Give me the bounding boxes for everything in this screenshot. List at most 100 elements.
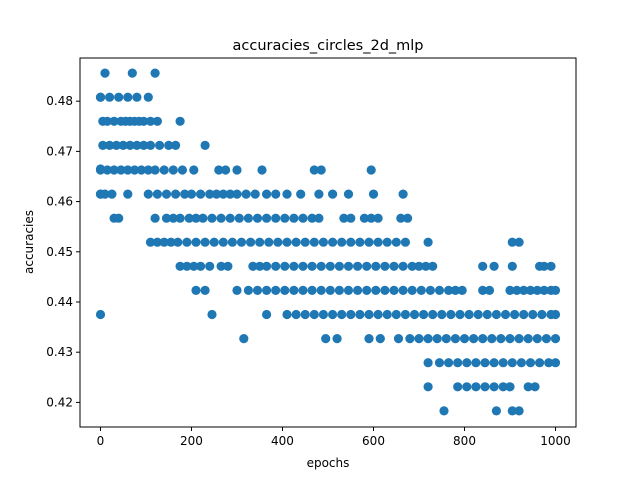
scatter-point — [328, 189, 338, 199]
scatter-point — [371, 261, 381, 271]
scatter-point — [328, 237, 338, 247]
scatter-point — [207, 213, 217, 223]
scatter-point — [339, 213, 349, 223]
x-axis-label: epochs — [307, 456, 350, 470]
scatter-point — [291, 309, 301, 320]
scatter-point — [496, 334, 506, 344]
scatter-point — [537, 309, 547, 320]
scatter-point — [316, 165, 326, 175]
scatter-point — [487, 334, 497, 344]
scatter-point — [373, 237, 383, 247]
scatter-point — [123, 165, 133, 175]
scatter-point — [343, 189, 354, 199]
scatter-point — [457, 285, 467, 295]
scatter-point — [271, 261, 281, 271]
scatter-point — [200, 237, 210, 247]
scatter-point — [150, 213, 160, 223]
scatter-point — [221, 165, 231, 175]
scatter-point — [366, 213, 376, 223]
scatter-point — [371, 285, 381, 295]
scatter-point — [145, 237, 156, 247]
scatter-point — [400, 309, 410, 320]
scatter-point — [396, 213, 406, 223]
x-tick-label: 200 — [180, 434, 203, 448]
scatter-point — [289, 285, 299, 295]
y-tick-label: 0.47 — [46, 144, 73, 158]
scatter-point — [368, 189, 379, 199]
scatter-point — [239, 334, 249, 344]
scatter-point — [389, 285, 399, 295]
scatter-point — [346, 237, 356, 247]
scatter-point — [514, 406, 524, 416]
scatter-point — [309, 309, 319, 320]
scatter-point — [346, 213, 356, 223]
scatter-point — [298, 213, 308, 223]
scatter-point — [414, 334, 424, 344]
scatter-point — [469, 334, 479, 344]
scatter-point — [243, 213, 253, 223]
scatter-point — [423, 358, 433, 368]
scatter-point — [421, 261, 431, 271]
scatter-point — [491, 406, 501, 416]
scatter-point — [343, 261, 354, 271]
scatter-point — [191, 285, 201, 295]
x-tick-label: 1000 — [540, 434, 571, 448]
scatter-point — [280, 285, 290, 295]
scatter-point — [316, 285, 326, 295]
scatter-point — [175, 213, 185, 223]
scatter-point — [105, 140, 115, 150]
scatter-point — [205, 261, 215, 271]
scatter-point — [296, 189, 306, 199]
scatter-point — [300, 309, 310, 320]
scatter-point — [432, 334, 442, 344]
scatter-point — [391, 309, 401, 320]
scatter-point — [462, 382, 472, 392]
scatter-point — [111, 140, 121, 150]
scatter-point — [298, 285, 308, 295]
scatter-point — [109, 116, 119, 126]
scatter-point — [332, 334, 342, 344]
scatter-point — [177, 165, 187, 175]
scatter-point — [125, 140, 135, 150]
y-tick-label: 0.44 — [46, 295, 73, 309]
scatter-point — [507, 237, 517, 247]
scatter-point — [95, 165, 106, 175]
scatter-point — [325, 285, 335, 295]
scatter-point — [318, 237, 328, 247]
scatter-point — [535, 358, 545, 368]
y-tick-label: 0.45 — [46, 245, 73, 259]
scatter-point — [227, 237, 237, 247]
scatter-point — [441, 334, 451, 344]
scatter-point — [234, 213, 244, 223]
scatter-point — [225, 189, 235, 199]
scatter-point — [243, 285, 253, 295]
scatter-point — [105, 92, 115, 102]
scatter-point — [232, 285, 242, 295]
scatter-point — [280, 213, 290, 223]
scatter-point — [382, 309, 392, 320]
scatter-point — [453, 382, 463, 392]
scatter-point — [373, 309, 383, 320]
scatter-point — [191, 213, 201, 223]
scatter-point — [507, 358, 517, 368]
scatter-point — [152, 116, 162, 126]
scatter-point — [257, 165, 267, 175]
scatter-point — [289, 261, 299, 271]
scatter-point — [189, 165, 199, 175]
scatter-point — [393, 334, 404, 344]
scatter-point — [316, 261, 326, 271]
scatter-point — [473, 309, 483, 320]
scatter-point — [98, 140, 108, 150]
scatter-point — [505, 382, 515, 392]
scatter-point — [168, 213, 178, 223]
scatter-point — [482, 309, 492, 320]
scatter-point — [114, 92, 124, 102]
scatter-point — [544, 358, 554, 368]
scatter-point — [282, 237, 292, 247]
scatter-point — [355, 237, 365, 247]
scatter-point — [532, 334, 542, 344]
scatter-point — [444, 358, 454, 368]
data-points — [95, 68, 561, 416]
scatter-point — [214, 165, 224, 175]
scatter-point — [362, 285, 372, 295]
